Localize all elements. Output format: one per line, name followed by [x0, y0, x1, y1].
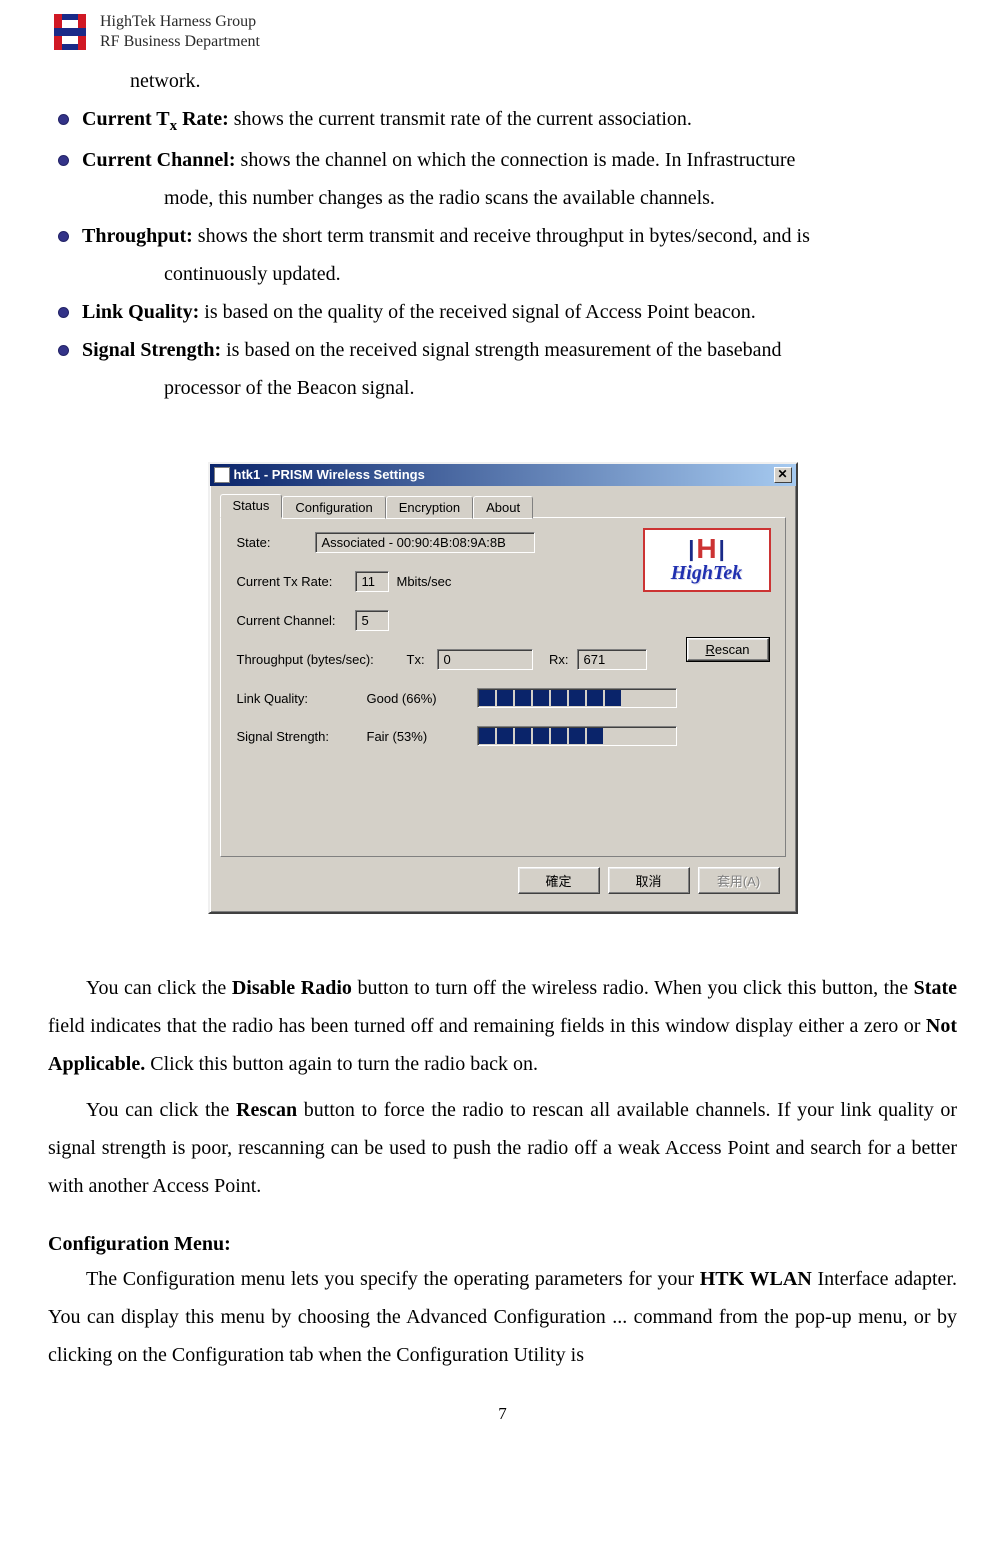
brand-logo: | H | HighTek	[643, 528, 771, 592]
config-menu-heading: Configuration Menu:	[48, 1233, 957, 1256]
bullet-channel: Current Channel: shows the channel on wh…	[48, 141, 957, 217]
tx-label: Tx:	[407, 652, 437, 667]
titlebar-icon	[214, 467, 230, 483]
txrate-value: 11	[355, 571, 389, 592]
linkq-label: Link Quality:	[237, 691, 367, 706]
sigstr-label: Signal Strength:	[237, 729, 367, 744]
channel-value: 5	[355, 610, 389, 631]
para-disable-radio: You can click the Disable Radio button t…	[48, 969, 957, 1083]
linkq-value: Good (66%)	[367, 691, 477, 706]
bullet-throughput: Throughput: shows the short term transmi…	[48, 217, 957, 293]
bullet-linkquality: Link Quality: is based on the quality of…	[48, 293, 957, 331]
sigstr-value: Fair (53%)	[367, 729, 477, 744]
tx-value: 0	[437, 649, 533, 670]
txrate-unit: Mbits/sec	[397, 574, 452, 589]
sigstr-bar	[477, 726, 677, 746]
para-rescan: You can click the Rescan button to force…	[48, 1091, 957, 1205]
channel-label: Current Channel:	[237, 613, 355, 628]
para-config-menu: The Configuration menu lets you specify …	[48, 1260, 957, 1374]
bullet-list: Current Tx Rate: shows the current trans…	[48, 100, 957, 407]
rescan-button[interactable]: Rescan	[687, 638, 769, 661]
state-value: Associated - 00:90:4B:08:9A:8B	[315, 532, 535, 553]
header-line1: HighTek Harness Group	[100, 12, 260, 32]
tab-strip: Status Configuration Encryption About	[220, 494, 786, 518]
tab-about[interactable]: About	[473, 496, 533, 519]
tab-encryption[interactable]: Encryption	[386, 496, 473, 519]
txrate-label: Current Tx Rate:	[237, 574, 355, 589]
rx-value: 671	[577, 649, 647, 670]
tab-page-status: | H | HighTek State: Associated - 00:90:…	[220, 517, 786, 857]
hightek-logo-icon	[48, 10, 92, 54]
leadin-continuation: network.	[48, 62, 957, 100]
rx-label: Rx:	[533, 652, 569, 667]
header-line2: RF Business Department	[100, 32, 260, 52]
close-button[interactable]: ✕	[774, 467, 792, 483]
tab-status[interactable]: Status	[220, 494, 283, 518]
tab-configuration[interactable]: Configuration	[282, 496, 385, 519]
page-number: 7	[48, 1404, 957, 1424]
state-label: State:	[237, 535, 315, 550]
bullet-signalstrength: Signal Strength: is based on the receive…	[48, 331, 957, 407]
dialog-button-row: 確定 取消 套用(A)	[220, 857, 786, 902]
cancel-button[interactable]: 取消	[608, 867, 690, 894]
linkq-bar	[477, 688, 677, 708]
prism-dialog: htk1 - PRISM Wireless Settings ✕ Status …	[208, 462, 798, 915]
throughput-label: Throughput (bytes/sec):	[237, 652, 407, 667]
dialog-titlebar[interactable]: htk1 - PRISM Wireless Settings ✕	[210, 464, 796, 487]
ok-button[interactable]: 確定	[518, 867, 600, 894]
page-header: HighTek Harness Group RF Business Depart…	[48, 10, 957, 54]
dialog-title: htk1 - PRISM Wireless Settings	[234, 467, 425, 482]
bullet-txrate: Current Tx Rate: shows the current trans…	[48, 100, 957, 141]
apply-button[interactable]: 套用(A)	[698, 867, 780, 894]
